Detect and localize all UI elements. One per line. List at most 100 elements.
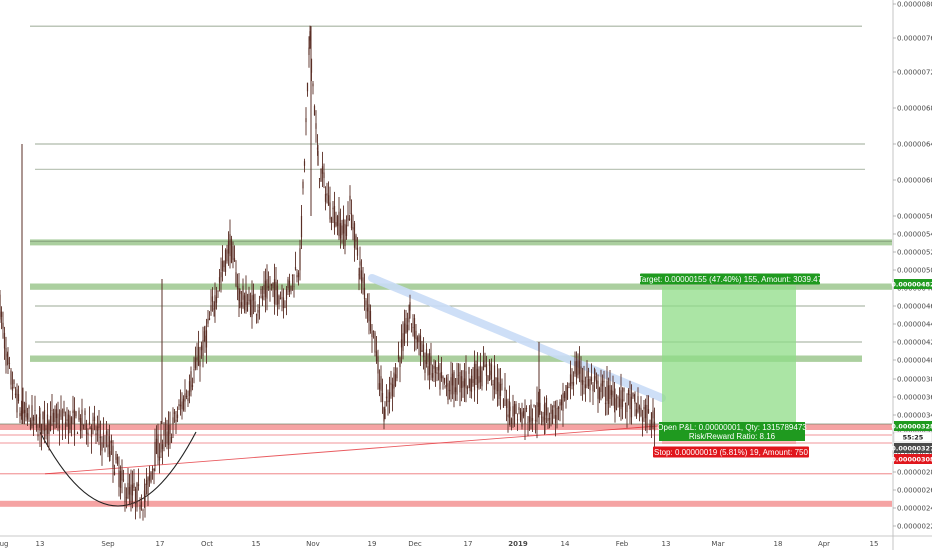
candle-body (113, 471, 116, 476)
candle-body (242, 285, 244, 300)
candle-body (187, 398, 189, 401)
candle-body (312, 83, 314, 87)
candle-body (296, 275, 298, 278)
candle-body (650, 412, 653, 428)
candle-body (293, 285, 295, 287)
candle-body (336, 216, 339, 227)
candle-body (154, 441, 156, 466)
price-tag-text: 0.00000328 (891, 423, 932, 431)
candle-body (2, 322, 4, 329)
price-tick-label: 0.00000420 (897, 339, 932, 347)
candle-body (403, 323, 406, 344)
candle-body (240, 302, 243, 308)
candle-body (562, 393, 564, 411)
candle-body (261, 295, 264, 300)
candle-body (505, 399, 508, 408)
candle-body (365, 300, 367, 305)
candle-body (568, 387, 570, 388)
price-tick-label: 0.00000340 (897, 412, 932, 420)
candle-body (88, 422, 91, 425)
candle-body (287, 279, 289, 289)
candle-body (155, 438, 158, 454)
candle-body (609, 385, 611, 400)
price-tags-layer: 0.000004820.0000032855:250.000003270.000… (891, 279, 932, 464)
candle-body (453, 371, 455, 395)
candle-body (578, 360, 581, 374)
candle-body (290, 285, 292, 291)
candle-body (450, 377, 452, 395)
candle-body (302, 181, 304, 189)
candle-body (454, 387, 457, 393)
candle-body (353, 223, 356, 248)
price-tick-label: 0.00000460 (897, 303, 932, 311)
price-tick-label: 0.00000520 (897, 249, 932, 257)
candle-body (269, 288, 271, 290)
candle-body (235, 272, 237, 286)
candle-body (384, 409, 386, 419)
candle-body (144, 493, 146, 503)
candle-body (218, 277, 221, 283)
candle-body (270, 283, 273, 286)
price-tick-label: 0.00000400 (897, 357, 932, 365)
candle-body (513, 404, 516, 424)
candle-body (205, 330, 208, 348)
candle-body (335, 222, 337, 226)
candle-body (42, 411, 44, 420)
candle-body (489, 370, 491, 376)
candle-body (524, 407, 526, 425)
candle-body (607, 385, 610, 405)
candle-body (125, 497, 128, 499)
candle-body (359, 261, 361, 266)
candle-body (649, 424, 651, 431)
candle-body (583, 381, 585, 383)
candle-body (227, 241, 230, 254)
candle-body (29, 420, 32, 429)
candle-body (245, 291, 247, 306)
candle-body (581, 379, 584, 385)
price-axis[interactable]: 0.00000800 0.00000760 0.00000720 0.00000680… (892, 0, 932, 550)
candle-body (161, 444, 164, 450)
stop-label-bg (653, 446, 809, 458)
candle-body (321, 166, 324, 174)
time-tick-label: 13 (662, 540, 671, 548)
candle-body (176, 414, 179, 419)
price-tag-text: 55:25 (903, 434, 924, 442)
candle-body (443, 378, 446, 383)
candle-body (492, 384, 494, 386)
price-tick-label: 0.00000680 (897, 105, 932, 113)
price-tick-label: 0.00000600 (897, 177, 932, 185)
candle-body (632, 393, 634, 397)
candle-body (226, 249, 228, 262)
time-axis[interactable]: ug 13 Sep 17 Oct 15 Nov 19 Dec 17 2019 14 Feb 13 Mar 18… (0, 535, 932, 548)
candle-body (64, 422, 67, 430)
candle-body (433, 365, 435, 369)
support-trendline (44, 425, 661, 475)
candle-body (157, 434, 159, 458)
candle-body (498, 382, 500, 399)
candle-body (451, 373, 454, 386)
candle-body (118, 470, 120, 487)
candle-body (571, 382, 573, 384)
candle-body (652, 410, 654, 419)
candle-body (559, 402, 561, 406)
time-tick-label: Dec (408, 540, 422, 548)
candle-body (635, 409, 638, 417)
pnl-label-bg (659, 422, 805, 441)
price-tag: 55:25 (893, 431, 932, 443)
candle-body (424, 360, 426, 373)
candle-body (249, 299, 252, 315)
candle-body (104, 449, 106, 451)
candle-body (418, 335, 420, 343)
candle-body (630, 396, 633, 418)
candle-body (191, 384, 194, 387)
candle-body (291, 274, 294, 276)
candle-body (643, 407, 645, 410)
candle-body (525, 407, 528, 409)
candle-body (495, 378, 497, 380)
candle-body (282, 297, 285, 309)
candle-body (109, 451, 111, 458)
candle-body (434, 361, 437, 373)
candle-body (313, 106, 316, 116)
level-lines-layer (0, 25, 892, 475)
